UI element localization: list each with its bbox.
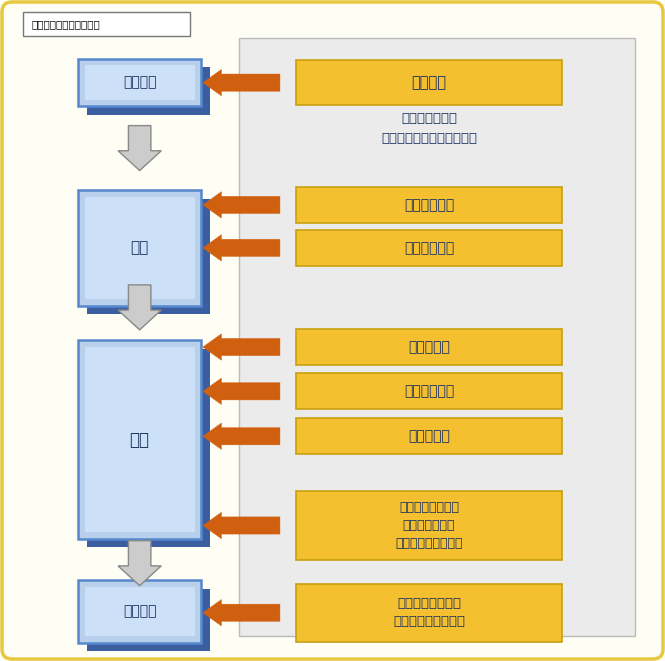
FancyBboxPatch shape [296,229,562,266]
Text: 操業: 操業 [130,430,150,449]
Text: 基本設計: 基本設計 [123,75,156,90]
FancyBboxPatch shape [78,59,201,106]
Polygon shape [118,285,161,330]
FancyBboxPatch shape [85,587,194,636]
Text: 埋設施設確認: 埋設施設確認 [404,241,454,255]
Text: 埋設施設確認: 埋設施設確認 [404,384,454,399]
FancyBboxPatch shape [296,60,562,105]
FancyBboxPatch shape [86,67,210,115]
FancyBboxPatch shape [85,197,194,299]
Polygon shape [203,600,280,626]
FancyBboxPatch shape [86,589,210,652]
Polygon shape [203,378,280,405]
Polygon shape [118,126,161,171]
Text: 事業許可: 事業許可 [412,75,446,90]
Text: 閉鎖措置計画認可
・閉鎖措置確認
（中深度処分のみ）: 閉鎖措置計画認可 ・閉鎖措置確認 （中深度処分のみ） [395,501,463,550]
Polygon shape [118,541,161,586]
FancyBboxPatch shape [296,490,562,561]
FancyBboxPatch shape [78,580,201,642]
FancyBboxPatch shape [85,347,194,532]
FancyBboxPatch shape [85,65,194,100]
Polygon shape [203,192,280,218]
FancyBboxPatch shape [296,584,562,642]
FancyBboxPatch shape [296,329,562,365]
Polygon shape [203,423,280,449]
FancyBboxPatch shape [23,12,190,36]
Text: 廃止措置: 廃止措置 [123,604,156,619]
FancyBboxPatch shape [296,418,562,455]
Text: 廃棄物確認: 廃棄物確認 [408,429,450,444]
FancyBboxPatch shape [296,186,562,223]
Polygon shape [203,512,280,539]
Text: 廃棄物確認: 廃棄物確認 [408,340,450,354]
Text: 保安規定認可: 保安規定認可 [404,198,454,212]
FancyBboxPatch shape [239,38,635,636]
FancyBboxPatch shape [78,340,201,539]
FancyBboxPatch shape [86,198,210,315]
FancyBboxPatch shape [296,373,562,409]
FancyBboxPatch shape [78,190,201,305]
Text: 第二種廃棄物埋設の規制: 第二種廃棄物埋設の規制 [31,19,100,29]
Polygon shape [203,69,280,96]
Polygon shape [203,334,280,360]
Text: 原子力規制検査
（日常検査・チーム検査）: 原子力規制検査 （日常検査・チーム検査） [381,112,477,145]
Polygon shape [203,235,280,261]
FancyBboxPatch shape [86,349,210,547]
Text: 廃止措置計画認可
・廃止措置終了確認: 廃止措置計画認可 ・廃止措置終了確認 [393,598,465,628]
Text: 建設: 建設 [130,241,149,255]
